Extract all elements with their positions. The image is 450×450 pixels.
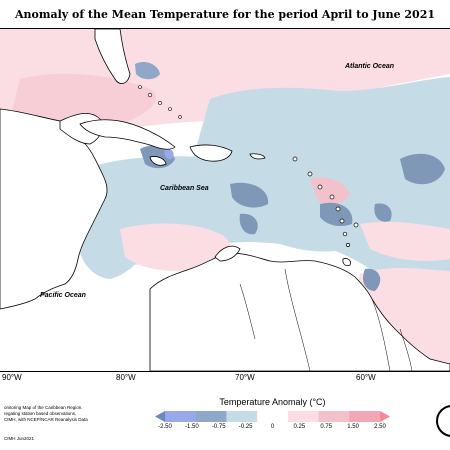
pacific-ocean-label: Pacific Ocean [40, 292, 86, 299]
legend-arrow-low [155, 411, 165, 422]
land-florida [94, 29, 131, 84]
legend-swatch [165, 411, 197, 422]
cool-patch-4 [320, 202, 353, 227]
legend-tick-label: -1.50 [185, 424, 199, 430]
legend-swatch [287, 411, 319, 422]
legend-tick-label: -0.25 [238, 424, 253, 430]
caribbean-sea-label: Caribbean Sea [160, 185, 209, 192]
island-2 [307, 171, 313, 177]
legend-tick-label: 0 [270, 424, 275, 430]
legend-swatch [349, 411, 381, 422]
credit-line-3: CIMH, with NCEP/NCAR Reanalysis Data [4, 417, 88, 422]
legend-tick-label: 0.75 [320, 424, 333, 430]
cool-patch-6 [239, 213, 258, 235]
land-jamaica [149, 156, 167, 166]
island-4 [329, 194, 335, 200]
legend-tick-label: -0.75 [211, 424, 226, 430]
lon-label-90w: 90°W [2, 373, 22, 382]
cool-patch-3 [400, 153, 445, 185]
legend-tick-label: 2.50 [374, 424, 386, 430]
land-trinidad [342, 258, 351, 267]
credit-line-2: regating station based observations, [4, 411, 77, 416]
land-guajira [214, 245, 241, 262]
atlantic-ocean-label: Atlantic Ocean [345, 63, 395, 70]
lon-label-70w: 70°W [235, 373, 255, 382]
island-8 [342, 231, 348, 237]
cool-patch-9 [135, 62, 160, 80]
island-1 [292, 156, 298, 162]
legend-arrow-high [380, 411, 390, 422]
warm-patch-caribbean [120, 223, 231, 271]
land-hispaniola [189, 144, 233, 162]
land-south-america [149, 252, 450, 371]
island-5 [335, 206, 341, 212]
legend-tick-label: 0.25 [293, 424, 306, 430]
map-title: Anomaly of the Mean Temperature for the … [14, 8, 436, 21]
land-cuba [79, 119, 176, 150]
warm-patch-east [360, 221, 450, 261]
lon-label-60w: 60°W [356, 373, 376, 382]
credit-line-4: CIMH Jun2021 [4, 436, 35, 441]
lesser-antilles [292, 156, 359, 247]
legend-swatch [195, 411, 227, 422]
legend-swatch [226, 411, 258, 422]
legend-tick-label: -2.50 [158, 424, 172, 430]
land-puerto-rico [249, 153, 266, 160]
cool-patch-5 [374, 203, 392, 222]
legend-colorbar [155, 411, 390, 422]
island-7 [353, 222, 359, 228]
warm-region-gulf [10, 73, 156, 128]
cool-patch-2 [230, 182, 269, 208]
map-panel [0, 28, 450, 372]
legend-swatch [318, 411, 350, 422]
borders [239, 268, 413, 371]
island-3 [317, 184, 323, 190]
island-6 [339, 218, 345, 224]
legend-swatch [257, 411, 289, 422]
cool-patch-7 [363, 268, 381, 291]
cool-patch-10 [164, 148, 174, 160]
legend-tick-label: 1.50 [347, 424, 359, 430]
land-masses [0, 29, 450, 371]
credit-line-1: onitoring Map of the Caribbean Region. [4, 405, 83, 410]
bahamas [138, 85, 182, 119]
legend-title: Temperature Anomaly (°C) [219, 397, 326, 407]
cimh-logo [436, 405, 450, 437]
warm-patch-antilles [310, 177, 350, 205]
lon-label-80w: 80°W [116, 373, 136, 382]
anomaly-map [0, 29, 450, 371]
island-9 [346, 243, 350, 247]
